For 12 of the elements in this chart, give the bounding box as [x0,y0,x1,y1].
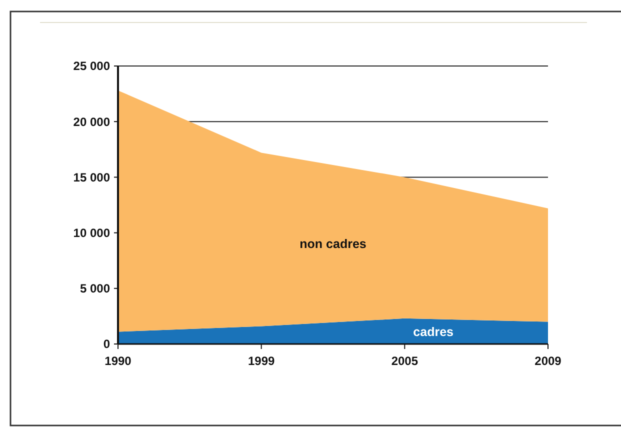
series-label: cadres [413,324,454,339]
x-tick-label: 1990 [104,354,132,368]
y-tick-label: 25 000 [73,59,110,74]
y-tick-label: 5 000 [80,282,110,296]
x-tick-label: 2009 [534,354,562,368]
x-tick-label: 2005 [391,354,418,368]
y-tick-label: 0 [103,337,110,352]
x-tick-label: 1999 [248,354,276,368]
y-tick-label: 10 000 [73,226,110,240]
series-label: non cadres [300,237,366,252]
y-tick-label: 20 000 [73,114,110,129]
y-tick-label: 15 000 [73,170,110,184]
